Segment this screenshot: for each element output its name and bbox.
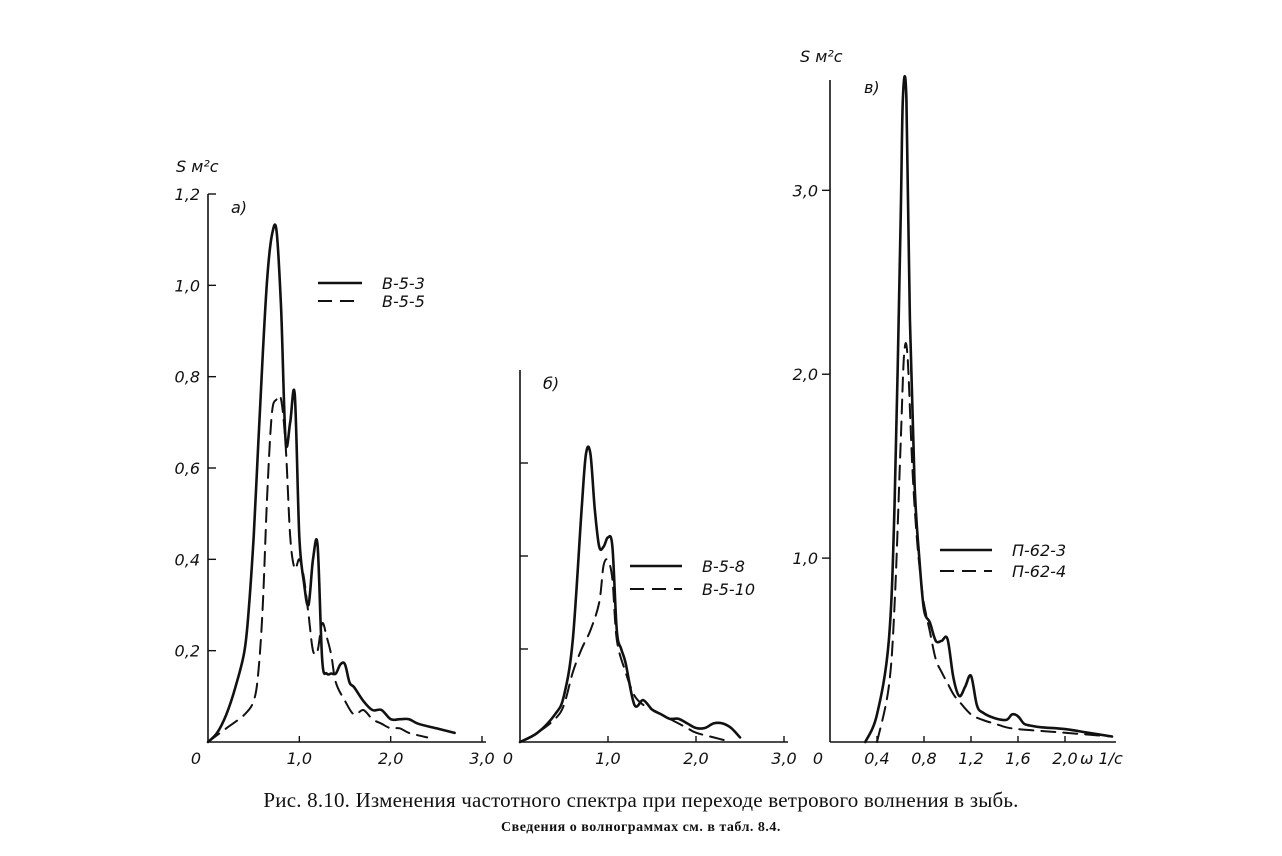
legend-label: В-5-8 bbox=[702, 557, 745, 576]
series-line-1 bbox=[518, 445, 742, 744]
series-line-2 bbox=[207, 394, 429, 743]
legend-label: В-5-5 bbox=[382, 292, 425, 311]
x-axis-label: ω 1/с bbox=[1080, 749, 1123, 768]
x-tick-label: 1,2 bbox=[958, 749, 983, 768]
origin-label: 0 bbox=[813, 749, 823, 768]
panel-label: в) bbox=[864, 78, 880, 97]
x-tick-label: 0,8 bbox=[911, 749, 936, 768]
series-line-2 bbox=[876, 342, 1113, 743]
chart-panel-3: 1,0 2,0 3,0 0,4 0,8 1,2 1,6 2,0 0 S м²с ω 1/с в) П-6… bbox=[793, 47, 1124, 768]
panel-label: б) bbox=[543, 374, 559, 393]
x-tick-label: 3,0 bbox=[771, 749, 796, 768]
legend-label: В-5-3 bbox=[382, 274, 425, 293]
y-tick-label: 0,4 bbox=[175, 550, 200, 569]
y-tick-label: 1,0 bbox=[793, 549, 818, 568]
panel-label: а) bbox=[231, 198, 247, 217]
y-tick-label: 1,0 bbox=[175, 276, 200, 295]
chart-panel-2: 1,0 2,0 3,0 0 б) В-5-8 В-5-10 bbox=[503, 370, 797, 768]
y-tick-label: 2,0 bbox=[793, 365, 818, 384]
figure-caption-note: Сведения о волнограммах см. в табл. 8.4. bbox=[501, 820, 781, 835]
x-tick-label: 1,0 bbox=[287, 749, 312, 768]
figure-caption: Рис. 8.10. Изменения частотного спектра … bbox=[263, 788, 1019, 812]
x-tick-label: 2,0 bbox=[683, 749, 708, 768]
chart-panel-1: 0,2 0,4 0,6 0,8 1,0 1,2 1,0 2,0 3,0 0 S м²с а) В-5-3… bbox=[175, 157, 495, 768]
origin-label: 0 bbox=[503, 749, 513, 768]
y-tick-label: 1,2 bbox=[175, 185, 200, 204]
origin-label: 0 bbox=[191, 749, 201, 768]
y-axis-label: S м²с bbox=[176, 157, 219, 176]
x-tick-label: 2,0 bbox=[1052, 749, 1077, 768]
y-tick-label: 0,8 bbox=[175, 368, 200, 387]
x-tick-label: 1,6 bbox=[1005, 749, 1030, 768]
x-tick-label: 2,0 bbox=[378, 749, 403, 768]
legend-label: В-5-10 bbox=[702, 580, 755, 599]
series-line-1 bbox=[864, 74, 1114, 744]
x-tick-label: 0,4 bbox=[864, 749, 889, 768]
x-tick-label: 3,0 bbox=[469, 749, 494, 768]
x-tick-label: 1,0 bbox=[595, 749, 620, 768]
y-tick-label: 0,6 bbox=[175, 459, 200, 478]
legend-label: П-62-3 bbox=[1012, 541, 1066, 560]
y-tick-label: 3,0 bbox=[793, 181, 818, 200]
legend-label: П-62-4 bbox=[1012, 562, 1066, 581]
y-tick-label: 0,2 bbox=[175, 642, 200, 661]
series-line-2 bbox=[519, 558, 733, 743]
y-axis-label: S м²с bbox=[800, 47, 843, 66]
